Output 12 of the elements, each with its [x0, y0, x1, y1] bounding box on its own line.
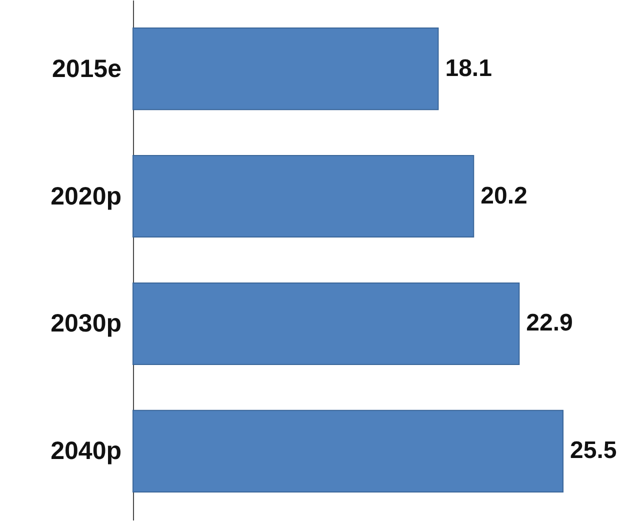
data-label: 22.9: [526, 310, 573, 337]
data-label: 20.2: [480, 182, 528, 210]
data-label: 18.1: [445, 54, 492, 82]
bar: [132, 28, 439, 110]
y-tick-label: 2015e: [52, 54, 122, 83]
data-label: 25.5: [570, 437, 617, 464]
y-tick-label: 2020p: [50, 182, 122, 210]
bar: [132, 154, 474, 238]
y-tick-label: 2040p: [50, 437, 122, 466]
bar: [132, 282, 520, 366]
bar: [132, 410, 564, 492]
y-tick-label: 2030p: [50, 310, 122, 338]
